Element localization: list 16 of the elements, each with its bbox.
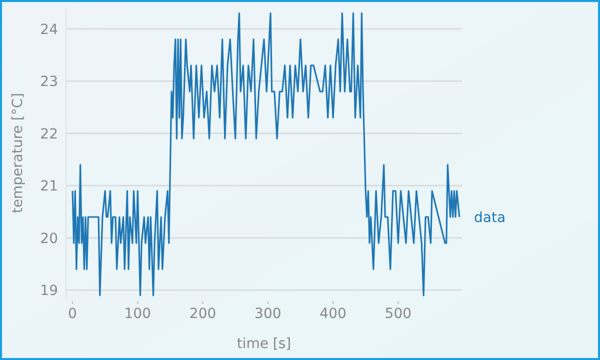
y-tick-label: 22: [40, 126, 58, 142]
y-tick-label: 23: [40, 74, 58, 90]
x-tick-label: 200: [189, 306, 216, 322]
x-tick-label: 400: [320, 306, 346, 322]
y-tick-label: 21: [40, 178, 58, 195]
y-tick-label: 19: [40, 283, 58, 300]
y-tick-label: 24: [40, 22, 58, 38]
y-axis-title: temperature [°C]: [10, 92, 26, 214]
y-tick-label: 20: [40, 230, 58, 247]
x-tick-label: 0: [68, 306, 77, 322]
line-series: [72, 12, 460, 296]
series-label: data: [474, 210, 506, 226]
x-tick-label: 500: [384, 306, 412, 322]
x-axis-title: time [s]: [236, 336, 292, 352]
x-tick-label: 300: [254, 306, 282, 322]
x-tick-label: 100: [124, 306, 152, 322]
